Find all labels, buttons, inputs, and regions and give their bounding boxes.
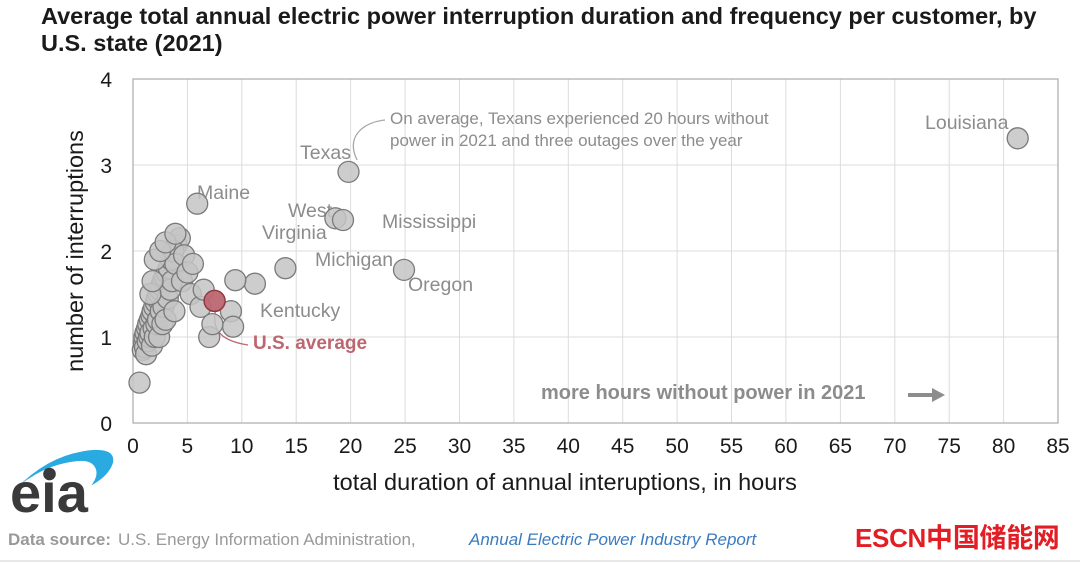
svg-text:1: 1 xyxy=(100,327,112,350)
svg-text:55: 55 xyxy=(720,435,743,458)
svg-text:80: 80 xyxy=(992,435,1015,458)
svg-text:15: 15 xyxy=(285,435,308,458)
svg-text:Kentucky: Kentucky xyxy=(260,300,340,322)
svg-text:number of interruptions: number of interruptions xyxy=(62,130,88,372)
svg-text:Louisiana: Louisiana xyxy=(925,112,1009,134)
svg-text:Annual Electric Power Industry: Annual Electric Power Industry Report xyxy=(468,530,758,549)
svg-text:On average, Texans experienced: On average, Texans experienced 20 hours … xyxy=(390,109,769,128)
svg-text:Data source:: Data source: xyxy=(8,530,111,549)
svg-text:Michigan: Michigan xyxy=(315,249,393,271)
svg-text:more hours without power in 20: more hours without power in 2021 xyxy=(541,382,866,404)
svg-text:40: 40 xyxy=(557,435,580,458)
svg-text:4: 4 xyxy=(100,69,112,92)
svg-text:45: 45 xyxy=(611,435,634,458)
svg-text:Virginia: Virginia xyxy=(262,222,327,244)
svg-text:0: 0 xyxy=(127,435,139,458)
svg-text:20: 20 xyxy=(339,435,362,458)
svg-text:70: 70 xyxy=(883,435,906,458)
svg-text:U.S. Energy Information Admini: U.S. Energy Information Administration, xyxy=(118,530,416,549)
svg-text:2: 2 xyxy=(100,241,112,264)
svg-text:Oregon: Oregon xyxy=(408,274,473,296)
svg-text:85: 85 xyxy=(1046,435,1069,458)
svg-text:Texas: Texas xyxy=(300,142,351,164)
svg-text:25: 25 xyxy=(393,435,416,458)
svg-text:5: 5 xyxy=(182,435,194,458)
svg-text:ESCN中国储能网: ESCN中国储能网 xyxy=(855,516,1060,555)
svg-text:Mississippi: Mississippi xyxy=(382,211,476,233)
svg-text:30: 30 xyxy=(448,435,471,458)
svg-text:75: 75 xyxy=(938,435,961,458)
svg-text:power in 2021 and three outage: power in 2021 and three outages over the… xyxy=(390,131,743,150)
svg-text:0: 0 xyxy=(100,413,112,436)
svg-text:60: 60 xyxy=(774,435,797,458)
svg-text:65: 65 xyxy=(829,435,852,458)
svg-text:35: 35 xyxy=(502,435,525,458)
svg-text:3: 3 xyxy=(100,155,112,178)
svg-text:50: 50 xyxy=(665,435,688,458)
svg-text:U.S. average: U.S. average xyxy=(253,333,367,354)
svg-text:total duration of annual inter: total duration of annual interuptions, i… xyxy=(333,469,797,495)
svg-text:10: 10 xyxy=(230,435,253,458)
